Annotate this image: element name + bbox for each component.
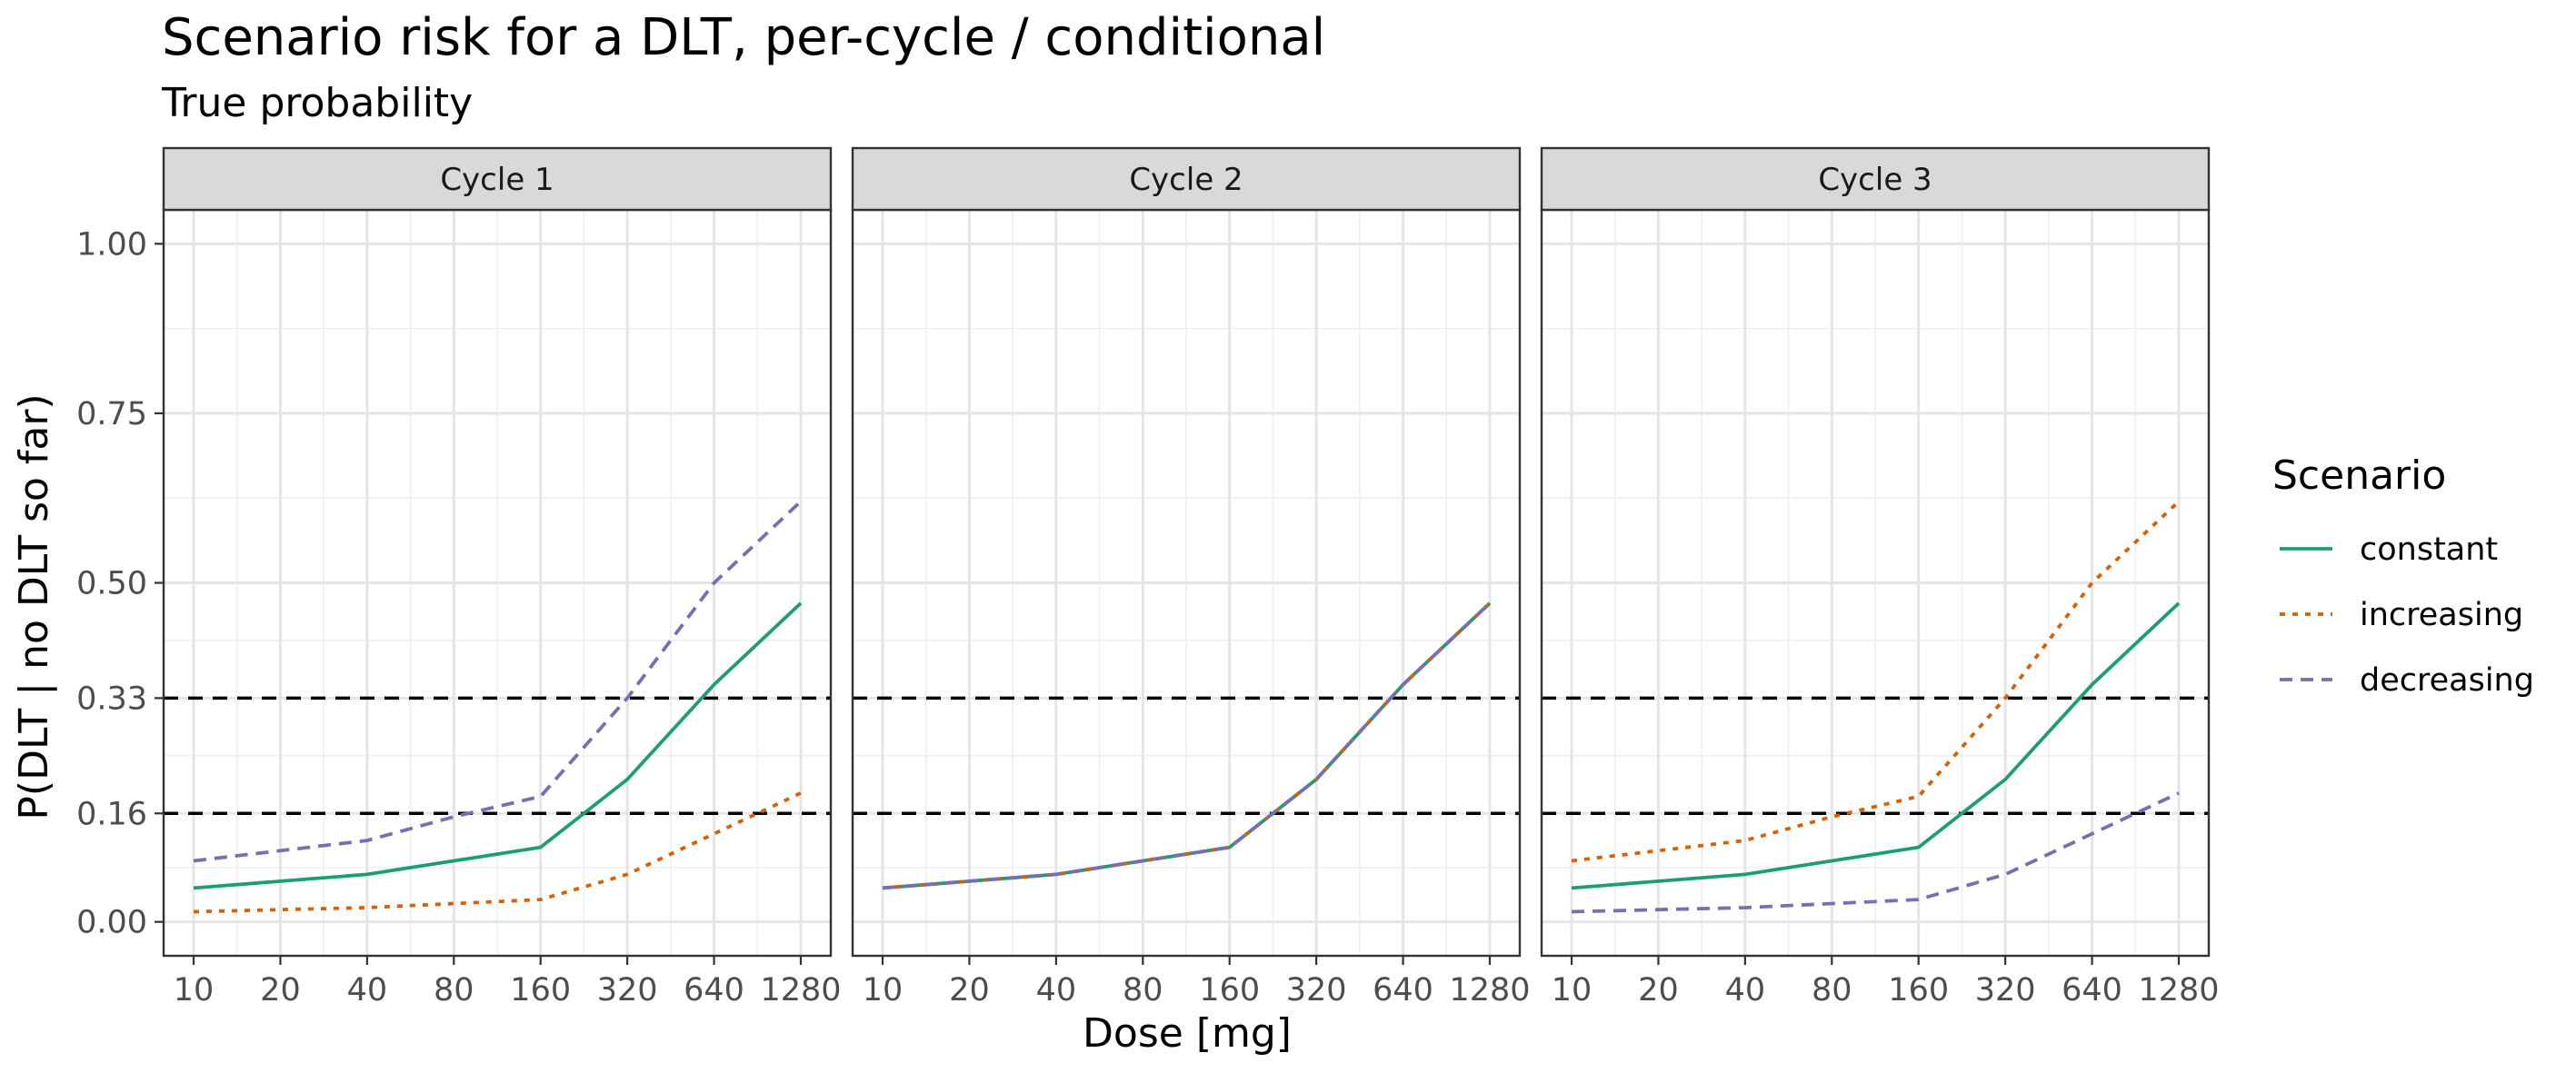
- x-tick-label: 1280: [760, 972, 841, 1008]
- x-tick-label: 80: [1812, 972, 1852, 1008]
- series-line-decreasing: [882, 601, 1492, 890]
- x-tick-label: 40: [1725, 972, 1766, 1008]
- x-tick-label: 40: [347, 972, 388, 1008]
- series-line-decreasing: [1571, 791, 2180, 914]
- x-tick-label: 320: [1286, 972, 1347, 1008]
- legend-title: Scenario: [2272, 452, 2446, 499]
- chart-subtitle: True probability: [161, 80, 473, 126]
- x-tick-label: 10: [863, 972, 904, 1008]
- legend-label-constant: constant: [2360, 532, 2498, 568]
- x-tick-label: 640: [1373, 972, 1433, 1008]
- legend-label-decreasing: decreasing: [2360, 662, 2534, 699]
- y-tick-label: 0.75: [76, 396, 147, 432]
- panel-1: Cycle 1 10 20 40 80 160 320 640 1280 0.00 0.16 0.33…: [76, 146, 842, 1008]
- x-tick-label: 20: [1638, 972, 1679, 1008]
- x-tick-label: 320: [597, 972, 658, 1008]
- series-line-constant: [193, 601, 803, 890]
- x-tick-label: 80: [434, 972, 474, 1008]
- x-axis-label: Dose [mg]: [1083, 1010, 1292, 1057]
- y-axis-label: P(DLT | no DLT so far): [11, 393, 57, 820]
- x-tick-label: 640: [2062, 972, 2122, 1008]
- y-tick-label: 0.50: [76, 566, 147, 602]
- x-tick-label: 640: [684, 972, 744, 1008]
- panel-2: Cycle 2 10 20 40 80 160 320 640 1280: [851, 146, 1531, 1008]
- y-tick-label: 0.16: [76, 796, 147, 832]
- x-tick-label: 80: [1123, 972, 1163, 1008]
- panels: Cycle 1 10 20 40 80 160 320 640 1280 0.00 0.16 0.33…: [76, 146, 2220, 1008]
- series-line-constant: [1571, 601, 2181, 890]
- x-tick-label: 160: [1199, 972, 1260, 1008]
- y-tick-label: 1.00: [76, 226, 147, 263]
- panel-3: Cycle 3 10 20 40 80 160 320 640 1280: [1540, 146, 2220, 1008]
- facet-strip: [162, 146, 833, 212]
- x-tick-label: 10: [174, 972, 215, 1008]
- facet-strip-label: Cycle 1: [440, 162, 554, 198]
- y-tick-label: 0.33: [76, 681, 147, 717]
- x-tick-label: 20: [260, 972, 301, 1008]
- series-line-increasing: [1571, 500, 2181, 863]
- facet-strip-label: Cycle 2: [1129, 162, 1243, 198]
- series-line-increasing: [882, 601, 1492, 890]
- x-tick-label: 40: [1036, 972, 1077, 1008]
- chart-title: Scenario risk for a DLT, per-cycle / con…: [162, 8, 1325, 67]
- x-tick-label: 1280: [2138, 972, 2219, 1008]
- facet-strip: [1540, 146, 2211, 212]
- y-tick-label: 0.00: [76, 905, 147, 941]
- legend: Scenario constant increasing decreasing: [2272, 452, 2534, 699]
- x-tick-label: 320: [1975, 972, 2036, 1008]
- facet-strip-label: Cycle 3: [1818, 162, 1932, 198]
- x-tick-label: 160: [510, 972, 571, 1008]
- x-tick-label: 160: [1888, 972, 1949, 1008]
- facet-strip: [851, 146, 1522, 212]
- x-tick-label: 10: [1552, 972, 1593, 1008]
- x-tick-label: 1280: [1449, 972, 1530, 1008]
- x-tick-label: 20: [949, 972, 990, 1008]
- legend-label-increasing: increasing: [2360, 597, 2523, 633]
